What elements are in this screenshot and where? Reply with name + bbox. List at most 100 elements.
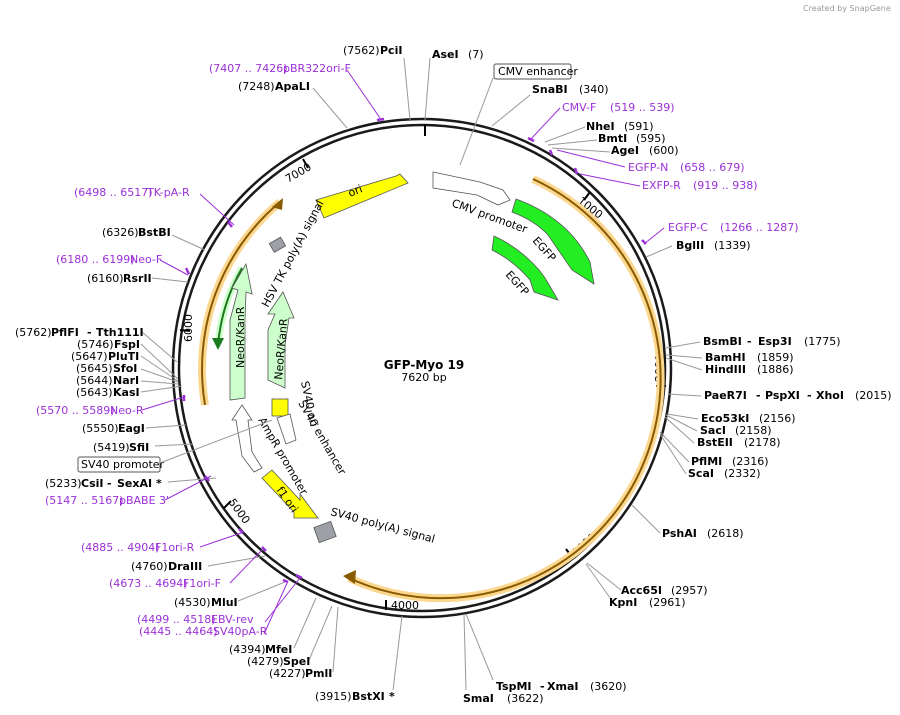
enzyme-spei: (4279) SpeI xyxy=(247,655,310,668)
enzyme-name: PshAI xyxy=(662,527,697,540)
enzyme-name: Eco53kI xyxy=(701,412,749,425)
primer-range: (4445 .. 4464) xyxy=(139,625,218,638)
enzyme-name2: XmaI xyxy=(547,680,578,693)
primer-egfp-c: EGFP-C (1266 .. 1287) xyxy=(668,221,799,234)
primer-name: F1ori-F xyxy=(183,577,221,590)
enzyme-apali: (7248) ApaLI xyxy=(238,80,310,93)
f1-ori-arrow xyxy=(261,469,319,519)
enzyme-name: SacI xyxy=(700,424,726,437)
enzyme-nari: (5644) NarI xyxy=(76,374,139,387)
enzyme-pos: (1775) xyxy=(804,335,841,348)
cmv-promoter-arrow xyxy=(432,171,511,206)
enzyme-kpni: KpnI (2961) xyxy=(609,596,686,609)
enzyme-name: BstEII xyxy=(697,436,733,449)
enzyme-bamhi: BamHI (1859) xyxy=(705,351,794,364)
primer-ebv-rev: (4499 .. 4518) EBV-rev xyxy=(137,613,254,626)
backbone-outer-ring xyxy=(171,117,673,619)
primer-range: (6180 .. 6199) xyxy=(56,253,135,266)
enzyme-name: BsmBI xyxy=(703,335,742,348)
enzyme-pos: (5647) xyxy=(71,350,108,363)
enzyme-pos: (4760) xyxy=(131,560,168,573)
enzyme-pos: (2158) xyxy=(735,424,772,437)
primer-name: pBR322ori-F xyxy=(283,62,351,75)
enzyme-pcii: (7562) PciI xyxy=(343,44,402,57)
enzyme-eagi: (5550) EagI xyxy=(82,422,145,435)
primer-name: Neo-F xyxy=(130,253,162,266)
primer-name: EXFP-R xyxy=(642,179,681,192)
enzyme-name: SfoI xyxy=(113,362,137,375)
enzyme-bglii: BglII (1339) xyxy=(676,239,751,252)
enzyme-pos: (2316) xyxy=(732,455,769,468)
enzyme-pos: (2618) xyxy=(707,527,744,540)
primer-leaders xyxy=(141,69,665,635)
primer-neo-f: (6180 .. 6199) Neo-F xyxy=(56,253,162,266)
cmv-enhancer-callout: CMV enhancer xyxy=(459,63,578,166)
enzyme-name: RsrII xyxy=(123,272,152,285)
enzyme-eco53ki: Eco53kI (2156) xyxy=(701,412,796,425)
enzyme-smai: SmaI (3622) xyxy=(463,692,544,705)
tick-label-6000: 6000 xyxy=(182,314,195,342)
tick-label-5000: 5000 xyxy=(226,496,253,526)
enzyme-pos: (3620) xyxy=(590,680,627,693)
sv40-promoter-label: SV40 promoter xyxy=(81,458,165,471)
enzyme-name: SmaI xyxy=(463,692,494,705)
tick-mark-7000 xyxy=(302,158,309,169)
enzyme-name2: Tth111I xyxy=(96,326,144,339)
enzyme-pos: (3622) xyxy=(507,692,544,705)
feature-sv40-polya: SV40 poly(A) signal xyxy=(313,505,436,546)
enzyme-pos: (591) xyxy=(624,120,654,133)
enzyme-name-sep: - xyxy=(540,680,545,693)
primer-range: (919 .. 938) xyxy=(693,179,758,192)
ori-arrow xyxy=(315,173,409,219)
primer-range: (6498 .. 6517) xyxy=(74,186,153,199)
enzyme-pos: (2015) xyxy=(855,389,892,402)
sv40-enhancer-label: SV40 enhancer xyxy=(295,398,348,477)
enzyme-name: ScaI xyxy=(688,467,714,480)
enzyme-name: SfiI xyxy=(129,441,149,454)
enzyme-pos: (7) xyxy=(468,48,484,61)
enzyme-pos: (7248) xyxy=(238,80,275,93)
enzyme-pos: (6160) xyxy=(87,272,124,285)
enzyme-pos: (3915) xyxy=(315,690,352,703)
enzyme-csii: (5233) CsiI - SexAI * xyxy=(45,477,162,490)
enzyme-name: MfeI xyxy=(265,643,292,656)
sv40-promoter-callout: SV40 promoter xyxy=(77,419,273,473)
orf-arc-arrowhead xyxy=(343,570,356,584)
primer-marks xyxy=(182,117,647,584)
primer-range: (658 .. 679) xyxy=(680,161,745,174)
primer-sv40pa-r: (4445 .. 4464) SV40pA-R xyxy=(139,625,268,638)
plasmid-size: 7620 bp xyxy=(401,371,446,384)
enzyme-pos: (1339) xyxy=(714,239,751,252)
sv40-promoter-box xyxy=(77,456,161,473)
enzyme-kasi: (5643) KasI xyxy=(76,386,140,399)
enzyme-pos: (5762) xyxy=(15,326,52,339)
primer-name: EGFP-C xyxy=(668,221,708,234)
sv40-polya-box xyxy=(313,520,337,544)
enzyme-pos: (4394) xyxy=(229,643,266,656)
ampr-promoter-arrow xyxy=(231,404,263,473)
primer-f1ori-r: (4885 .. 4904) F1ori-R xyxy=(81,541,195,554)
enzyme-pos: (5550) xyxy=(82,422,119,435)
enzyme-name: BglII xyxy=(676,239,704,252)
tick-mark-5000 xyxy=(223,500,232,509)
enzyme-name: PflMI xyxy=(691,455,722,468)
enzyme-scai: ScaI (2332) xyxy=(688,467,761,480)
enzyme-pos: (5746) xyxy=(77,338,114,351)
enzyme-name: NheI xyxy=(586,120,615,133)
enzyme-pos: (600) xyxy=(649,144,679,157)
enzyme-name: FspI xyxy=(114,338,140,351)
sv40-ori-box xyxy=(271,398,289,417)
enzyme-name: SpeI xyxy=(283,655,310,668)
enzyme-name: HindIII xyxy=(705,363,746,376)
primer-range: (4499 .. 4518) xyxy=(137,613,216,626)
enzyme-tspmi: TspMI - XmaI (3620) xyxy=(496,680,627,693)
enzyme-mark: * xyxy=(389,690,395,703)
enzyme-pos: (4227) xyxy=(269,667,306,680)
enzyme-mark: * xyxy=(156,477,162,490)
enzyme-paer7i: PaeR7I - PspXI - XhoI (2015) xyxy=(704,389,892,402)
enzyme-pos: (1886) xyxy=(757,363,794,376)
enzyme-pluti: (5647) PluTI xyxy=(71,350,139,363)
enzyme-name: AseI xyxy=(432,48,459,61)
enzyme-name: PflFI xyxy=(51,326,79,339)
